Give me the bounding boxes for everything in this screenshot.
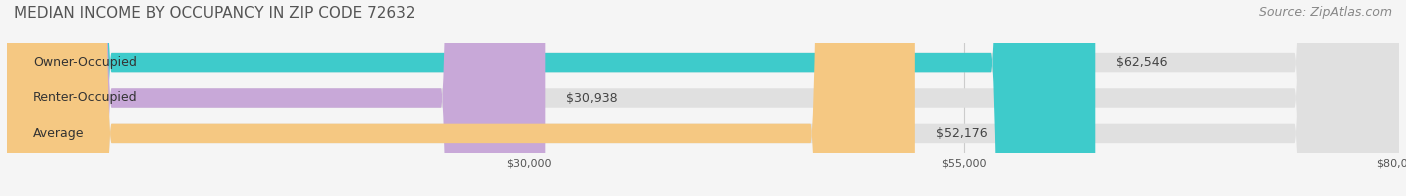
Text: Owner-Occupied: Owner-Occupied	[34, 56, 136, 69]
FancyBboxPatch shape	[7, 0, 546, 196]
Text: $52,176: $52,176	[936, 127, 987, 140]
FancyBboxPatch shape	[7, 0, 1095, 196]
Text: Renter-Occupied: Renter-Occupied	[34, 92, 138, 104]
FancyBboxPatch shape	[7, 0, 1399, 196]
Text: $62,546: $62,546	[1116, 56, 1167, 69]
Text: $30,938: $30,938	[567, 92, 617, 104]
Text: Average: Average	[34, 127, 84, 140]
FancyBboxPatch shape	[7, 0, 915, 196]
Text: MEDIAN INCOME BY OCCUPANCY IN ZIP CODE 72632: MEDIAN INCOME BY OCCUPANCY IN ZIP CODE 7…	[14, 6, 416, 21]
FancyBboxPatch shape	[7, 0, 1399, 196]
FancyBboxPatch shape	[7, 0, 1399, 196]
Text: Source: ZipAtlas.com: Source: ZipAtlas.com	[1258, 6, 1392, 19]
